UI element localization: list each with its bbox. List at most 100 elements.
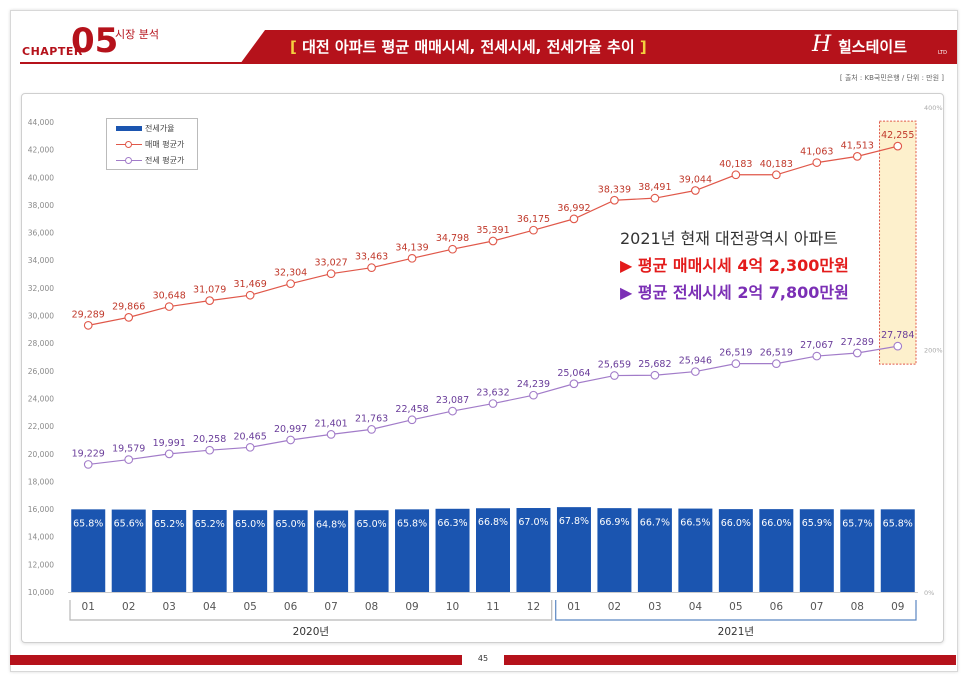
sale-price-point	[529, 225, 538, 235]
y-left-tick-label: 20,000	[28, 450, 54, 459]
y-left-tick-label: 10,000	[28, 588, 54, 597]
sale-price-point	[569, 214, 579, 224]
page-number: 45	[477, 654, 489, 663]
title-bracket-open: [	[290, 38, 297, 56]
sale-price-value-label: 40,183	[760, 159, 793, 170]
legend-item-sale: 매매 평균가	[107, 136, 197, 151]
sale-price-point	[83, 321, 93, 330]
sale-price-point	[771, 170, 781, 180]
legend-label-sale: 매매 평균가	[145, 140, 185, 149]
jeonse-price-point	[448, 406, 457, 416]
jeonse-price-value-label: 25,682	[638, 359, 671, 370]
jeonse-price-point	[124, 455, 134, 464]
y-left-tick-label: 40,000	[28, 173, 54, 182]
jeonse-price-point	[407, 415, 417, 425]
bar-ratio-label: 65.2%	[154, 519, 184, 530]
jeonse-price-value-label: 24,239	[517, 379, 550, 390]
sale-price-value-label: 41,513	[841, 140, 874, 151]
bar-ratio-label: 67.0%	[518, 517, 548, 528]
sale-price-point	[286, 279, 295, 289]
y-left-tick-label: 38,000	[28, 201, 54, 210]
year-group-bracket	[555, 600, 917, 621]
jeonse-price-point	[812, 351, 822, 361]
bar-ratio	[111, 509, 146, 592]
bar-ratio-label: 65.8%	[883, 518, 913, 529]
title-band	[240, 30, 957, 64]
jeonse-price-value-label: 20,997	[274, 424, 307, 435]
logo-text: 힐스테이트	[838, 38, 908, 56]
bar-ratio-label: 65.0%	[356, 519, 386, 530]
sale-price-point	[205, 296, 215, 305]
jeonse-price-point	[164, 449, 174, 459]
bar-ratio-label: 66.7%	[640, 517, 670, 528]
sale-price-point	[893, 141, 903, 151]
y-left-tick-label: 44,000	[28, 118, 54, 127]
sale-price-value-label: 39,044	[679, 175, 712, 186]
x-tick-label: 11	[486, 601, 499, 613]
legend-item-ratio: 전세가율	[107, 120, 197, 135]
bar-ratio-label: 65.2%	[195, 519, 225, 530]
y-left-tick-label: 16,000	[28, 505, 54, 514]
x-tick-label: 07	[324, 601, 337, 613]
x-tick-label: 08	[365, 601, 378, 613]
logo-ltd: LTD	[938, 50, 948, 56]
page-title: [ 대전 아파트 평균 매매시세, 전세시세, 전세가율 추이 ]	[290, 36, 647, 57]
bar-ratio	[678, 508, 713, 592]
sale-price-point	[691, 186, 700, 195]
jeonse-price-point	[488, 399, 498, 408]
sale-price-value-label: 36,175	[517, 214, 550, 225]
sale-price-value-label: 30,648	[153, 291, 186, 302]
sale-price-value-label: 40,183	[719, 159, 752, 170]
sale-price-point	[448, 244, 457, 254]
annotation-heading: 2021년 현재 대전광역시 아파트	[620, 229, 838, 248]
jeonse-price-value-label: 20,258	[193, 434, 226, 445]
legend-dot-jeonse	[125, 157, 132, 164]
sale-price-point	[812, 158, 822, 167]
jeonse-price-value-label: 25,064	[557, 368, 590, 379]
bar-ratio-label: 66.8%	[478, 517, 508, 528]
chapter-subtitle: 시장 분석	[115, 28, 159, 41]
sale-price-point	[650, 193, 660, 203]
legend-label-ratio: 전세가율	[145, 124, 175, 133]
chapter-number: 05	[71, 21, 119, 61]
x-tick-label: 10	[446, 601, 459, 613]
jeonse-price-point	[569, 379, 579, 389]
jeonse-price-value-label: 19,579	[112, 444, 145, 455]
y-left-tick-label: 26,000	[28, 367, 54, 376]
header-rule	[20, 62, 257, 64]
x-tick-label: 09	[891, 601, 904, 613]
sale-price-point	[852, 152, 862, 161]
x-tick-label: 02	[122, 601, 135, 613]
bar-ratio	[71, 509, 106, 592]
sale-price-point	[245, 290, 255, 300]
sale-price-point	[407, 253, 417, 263]
annotation-jeonse-price: ▶ 평균 전세시세 2억 7,800만원	[620, 283, 849, 302]
bar-ratio	[435, 508, 470, 592]
jeonse-price-point	[286, 435, 295, 445]
x-tick-label: 01	[567, 601, 580, 613]
jeonse-price-value-label: 27,784	[881, 330, 914, 341]
sale-price-value-label: 41,063	[800, 147, 833, 158]
sale-price-value-label: 35,391	[476, 225, 509, 236]
bar-ratio	[637, 508, 672, 592]
jeonse-price-point	[731, 359, 741, 368]
sale-price-value-label: 32,304	[274, 268, 307, 279]
bar-ratio-label: 64.8%	[316, 519, 346, 530]
source-note: [ 출처 : KB국민은행 / 단위 : 만원 ]	[839, 74, 944, 82]
sale-price-value-label: 34,139	[395, 242, 428, 253]
bar-ratio-label: 66.9%	[599, 517, 629, 528]
jeonse-price-value-label: 19,229	[72, 448, 105, 459]
year-group-label: 2020년	[293, 626, 329, 638]
y-left-tick-label: 18,000	[28, 477, 54, 486]
x-tick-label: 05	[729, 601, 742, 613]
sale-price-value-label: 36,992	[557, 203, 590, 214]
legend-label-jeonse: 전세 평균가	[145, 156, 185, 165]
jeonse-price-value-label: 21,401	[314, 418, 347, 429]
jeonse-price-point	[650, 370, 660, 380]
bar-ratio	[233, 510, 268, 592]
y-right-tick-label: 400%	[924, 104, 943, 112]
year-group-bracket	[69, 600, 553, 621]
jeonse-price-value-label: 26,519	[760, 348, 793, 359]
chart-legend: 전세가율 매매 평균가 전세 평균가	[106, 118, 198, 170]
footer-bar-right	[504, 655, 956, 665]
